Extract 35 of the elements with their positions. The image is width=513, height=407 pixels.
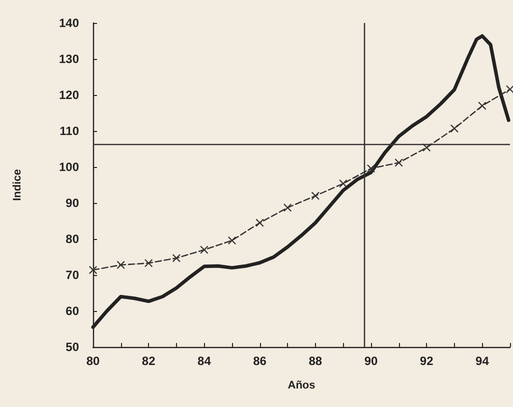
point (339, 180, 348, 188)
x-tick-label: 86 (253, 354, 267, 368)
x-tick-label: 90 (364, 354, 378, 368)
point (256, 218, 264, 227)
y-axis-title: Indice (12, 169, 24, 201)
x-tick-label: 94 (476, 354, 490, 368)
x-axis-title: Años (288, 380, 316, 392)
y-tick-label: 60 (66, 304, 80, 318)
point (506, 85, 513, 94)
point (394, 158, 403, 167)
y-tick-label: 140 (58, 16, 80, 30)
y-tick-label: 120 (58, 88, 80, 102)
y-tick-label: 50 (66, 340, 80, 354)
point (311, 192, 320, 200)
point (367, 164, 375, 172)
x-tick-label: 80 (86, 354, 100, 368)
x-tick-label: 84 (198, 354, 212, 368)
point (89, 266, 97, 274)
y-tick-label: 70 (66, 268, 80, 282)
y-tick-label: 100 (58, 160, 80, 174)
point (228, 236, 236, 244)
point (284, 204, 292, 212)
y-tick-label: 130 (58, 52, 80, 66)
point (450, 124, 458, 132)
x-tick-label: 92 (420, 354, 434, 368)
point (478, 102, 486, 110)
y-tick-label: 90 (66, 196, 80, 210)
y-tick-label: 80 (66, 232, 80, 246)
point (116, 260, 125, 269)
x-tick-label: 82 (142, 354, 156, 368)
point (172, 254, 180, 262)
point (200, 246, 208, 254)
x-tick-label: 88 (308, 354, 322, 368)
y-tick-label: 110 (60, 124, 80, 138)
point (144, 259, 153, 268)
